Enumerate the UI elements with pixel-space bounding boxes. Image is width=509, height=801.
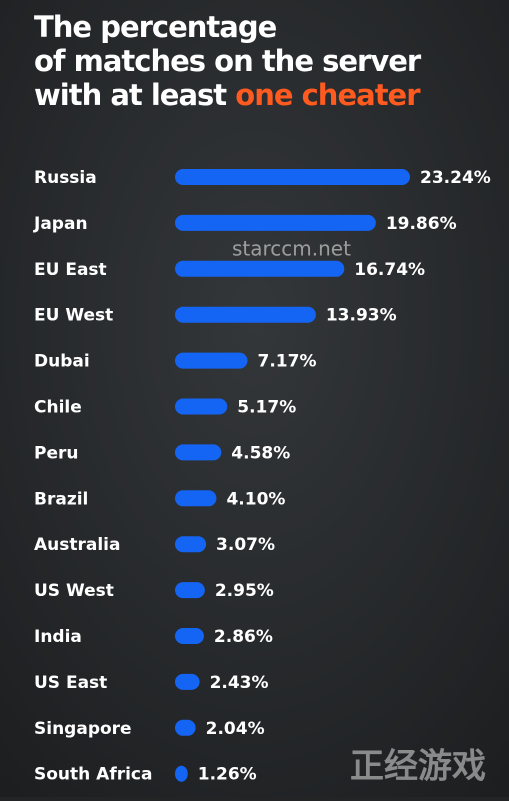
value-label: 4.58% [231, 443, 290, 463]
value-label: 19.86% [386, 214, 457, 234]
bar [175, 306, 316, 323]
value-label: 5.17% [237, 398, 296, 418]
value-label: 23.24% [420, 168, 491, 188]
value-label: 2.86% [214, 627, 273, 647]
category-label: EU West [34, 306, 113, 326]
value-label: 1.26% [198, 765, 257, 785]
category-label: Brazil [34, 489, 88, 509]
value-label: 2.43% [210, 673, 269, 693]
bar [175, 765, 188, 782]
title-line: The percentage [34, 10, 277, 44]
bar [175, 536, 207, 553]
value-label: 13.93% [326, 306, 397, 326]
bar [175, 719, 196, 736]
value-label: 2.95% [215, 581, 274, 601]
bar [175, 398, 228, 415]
category-label: Russia [34, 168, 97, 188]
category-label: India [34, 627, 82, 647]
title-highlight: one cheater [235, 78, 421, 112]
value-label: 4.10% [226, 489, 285, 509]
bar [175, 214, 376, 231]
value-label: 7.17% [258, 352, 317, 372]
watermark: 正经游戏 [350, 747, 486, 787]
category-label: US West [34, 581, 114, 601]
title-line: with at least [34, 78, 227, 112]
title-line: with at least one cheater [34, 78, 421, 112]
category-label: US East [34, 673, 107, 693]
category-label: Australia [34, 535, 121, 555]
category-label: Dubai [34, 352, 90, 372]
bar [175, 169, 410, 185]
bar [175, 628, 204, 644]
bar [175, 490, 217, 507]
value-label: 3.07% [216, 535, 275, 555]
bar [175, 673, 200, 690]
value-label: 16.74% [354, 260, 425, 280]
category-label: Japan [33, 214, 88, 234]
category-label: South Africa [34, 765, 153, 785]
bar [175, 444, 222, 461]
watermark: starccm.net [232, 237, 351, 261]
category-label: Singapore [34, 719, 132, 739]
value-label: 2.04% [206, 719, 265, 739]
category-label: EU East [34, 260, 107, 280]
category-label: Peru [34, 443, 78, 463]
bar [175, 260, 345, 277]
bar [175, 582, 205, 599]
bar [175, 352, 248, 369]
category-label: Chile [34, 398, 82, 418]
title-line: of matches on the server [34, 44, 422, 78]
